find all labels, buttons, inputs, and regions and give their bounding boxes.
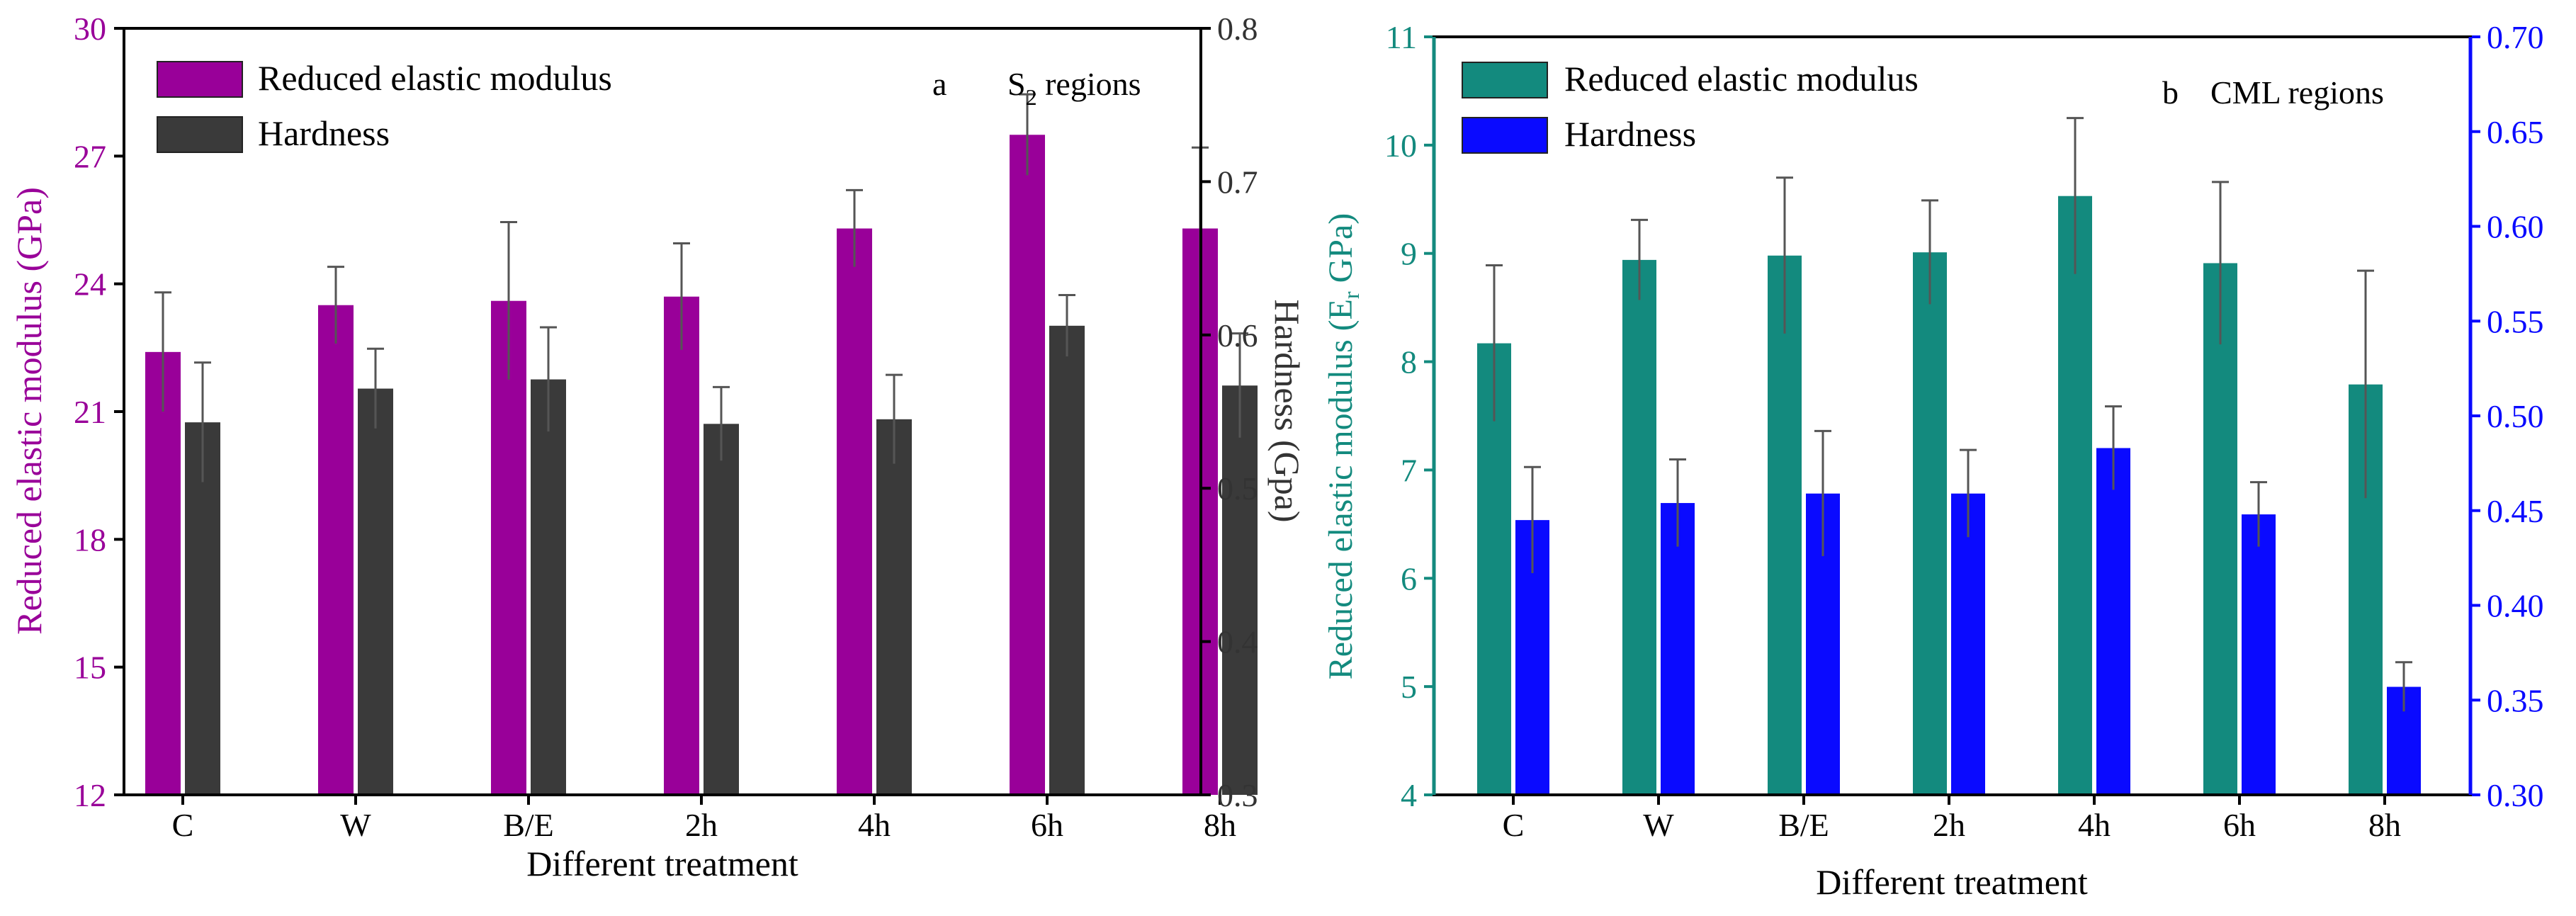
y-left-tick-label: 5 [1401, 669, 1417, 705]
plot-frame [123, 27, 1202, 796]
y-axis-title: Reduced elastic modulus (Er GPa) [1322, 213, 1364, 680]
y-left-tick-labels: 4 5 6 7 8 9 10 11 [1384, 19, 1434, 813]
y-left-tick-label: 27 [74, 138, 106, 174]
bar-hardness-W [358, 388, 393, 795]
y-right-tick-label: 0.70 [2487, 19, 2544, 55]
bar-modulus-W [1622, 259, 1656, 795]
y-right-tick-label: 0.35 [2487, 682, 2544, 718]
y-left-tick-label: 24 [74, 266, 106, 302]
legend-label-hardness: Hardness [1564, 114, 1696, 154]
y-left-tick-label: 8 [1401, 344, 1417, 380]
x-tick-label: W [340, 807, 371, 843]
y-right-tick-label: 0.50 [2487, 398, 2544, 434]
region-annotation: S2 regions [1007, 66, 1141, 110]
bar-modulus-4h [2058, 196, 2092, 795]
x-tick-label: 4h [2078, 807, 2111, 843]
y-right-tick-label: 0.40 [2487, 588, 2544, 624]
bar-modulus-6h [1010, 135, 1045, 795]
legend-swatch-hardness [1462, 117, 1548, 154]
panel-label: a [932, 66, 947, 102]
bar-modulus-B/E [491, 300, 526, 795]
y-right-tick-label: 0.60 [2487, 209, 2544, 245]
y-right-tick-label: 0.7 [1217, 164, 1258, 200]
x-tick-label: W [1643, 807, 1674, 843]
y-right-tick-label: 0.55 [2487, 303, 2544, 339]
y-right-tick-label: 0.6 [1217, 317, 1258, 354]
y-left-tick-label: 6 [1401, 560, 1417, 596]
y-left-tick-labels: 12 15 18 21 24 27 30 [74, 11, 124, 813]
y2-axis-title: Hardness (Gpa) [1267, 299, 1307, 522]
y-left-tick-label: 15 [74, 650, 106, 686]
y-right-tick-labels: 0.30 0.35 0.40 0.45 0.50 0.55 0.60 0.65 0.70 [2470, 19, 2544, 813]
y-left-tick-label: 12 [74, 777, 106, 813]
x-tick-label: B/E [1778, 807, 1829, 843]
bar-hardness-6h [2242, 514, 2276, 795]
x-tick-labels: C W B/E 2h 4h 6h 8h [1503, 795, 2401, 843]
panel-label: b [2162, 74, 2179, 111]
bar-modulus-W [318, 305, 354, 795]
y-right-tick-label: 0.30 [2487, 777, 2544, 813]
bar-hardness-6h [1049, 325, 1085, 795]
bar-hardness-2h [704, 424, 739, 795]
y-left-tick-label: 7 [1401, 452, 1417, 488]
bar-hardness-2h [1951, 493, 1985, 795]
legend-label-hardness: Hardness [258, 113, 390, 153]
legend-swatch-modulus [1462, 62, 1548, 98]
x-tick-label: 8h [2368, 807, 2401, 843]
y-left-tick-label: 10 [1384, 128, 1417, 164]
y-right-tick-label: 0.3 [1217, 777, 1258, 813]
chart-panel-b: C W B/E 2h 4h 6h 8h 4 5 6 7 8 9 10 11 0.30 0.35 0.40 0.4… [1322, 19, 2544, 902]
bar-modulus-6h [2203, 263, 2237, 795]
y-right-tick-label: 0.5 [1217, 470, 1258, 507]
x-tick-label: C [1503, 807, 1525, 843]
y-left-tick-label: 9 [1401, 236, 1417, 272]
x-tick-label: B/E [503, 807, 554, 843]
bar-modulus-B/E [1768, 255, 1802, 795]
x-tick-label: 6h [1031, 807, 1063, 843]
y-left-tick-label: 21 [74, 394, 106, 430]
bar-modulus-C [145, 351, 181, 795]
region-annotation: CML regions [2210, 74, 2384, 111]
x-tick-label: 4h [858, 807, 891, 843]
bar-hardness-C [185, 422, 220, 795]
legend-swatch-hardness [157, 116, 243, 153]
bar-hardness-8h [1222, 385, 1258, 795]
bars-group [145, 93, 1258, 795]
y-right-tick-label: 0.45 [2487, 493, 2544, 529]
x-tick-label: C [172, 807, 194, 843]
legend-label-modulus: Reduced elastic modulus [1564, 59, 1919, 98]
legend-label-modulus: Reduced elastic modulus [258, 58, 612, 98]
bar-modulus-2h [664, 296, 699, 795]
y-left-tick-label: 18 [74, 521, 106, 558]
x-tick-label: 6h [2223, 807, 2256, 843]
bar-modulus-4h [837, 228, 872, 795]
bar-hardness-W [1661, 503, 1695, 795]
legend-swatch-modulus [157, 61, 243, 98]
bar-hardness-B/E [531, 379, 566, 795]
bar-hardness-4h [2096, 448, 2130, 795]
y-left-tick-label: 4 [1401, 777, 1417, 813]
y-left-tick-label: 11 [1386, 19, 1417, 55]
y-right-tick-label: 0.8 [1217, 11, 1258, 47]
bar-hardness-4h [876, 419, 912, 795]
y-right-tick-labels: 0.3 0.4 0.5 0.6 0.7 0.8 [1201, 11, 1258, 813]
y-right-tick-label: 0.4 [1217, 624, 1258, 660]
x-tick-labels: C W B/E 2h 4h 6h 8h [172, 795, 1236, 843]
x-tick-label: 8h [1204, 807, 1236, 843]
x-axis-title: Different treatment [526, 844, 798, 883]
bars-group [1477, 117, 2421, 796]
x-tick-label: 2h [1933, 807, 1965, 843]
y-axis-title: Reduced elastic modulus (GPa) [9, 187, 49, 635]
x-tick-label: 2h [685, 807, 718, 843]
x-axis-title: Different treatment [1816, 862, 2088, 902]
y-left-tick-label: 30 [74, 11, 106, 47]
bar-modulus-2h [1913, 252, 1947, 796]
y-right-tick-label: 0.65 [2487, 114, 2544, 150]
